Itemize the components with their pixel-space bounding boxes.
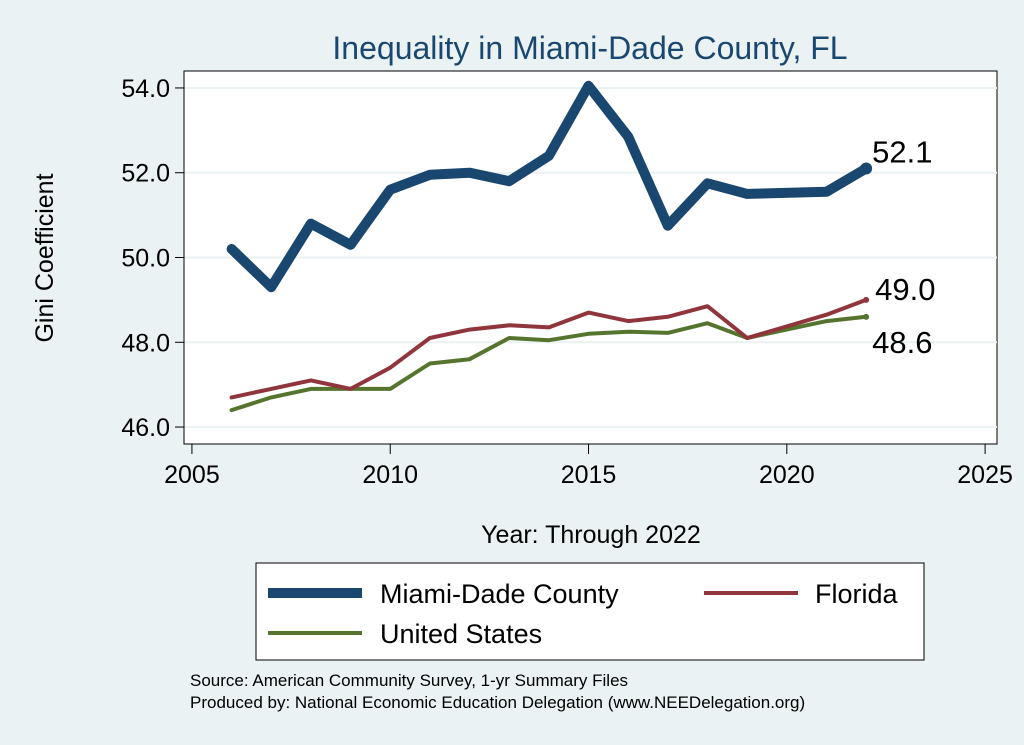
series-line-florida xyxy=(229,297,869,400)
end-label-miami-dade-county: 52.1 xyxy=(872,134,932,169)
end-labels: 52.1 49.0 48.6 xyxy=(872,134,935,359)
y-axis-title: Gini Coefficient xyxy=(31,173,59,342)
producer-note: Produced by: National Economic Education… xyxy=(190,693,805,712)
legend-label-miami-dade: Miami-Dade County xyxy=(380,579,619,609)
y-axis: 46.0 48.0 50.0 52.0 54.0 xyxy=(121,71,185,444)
y-tick-label: 50.0 xyxy=(121,245,170,273)
legend-label-florida: Florida xyxy=(815,579,899,609)
x-tick-label: 2005 xyxy=(164,461,220,489)
series-line-miami-dade-county xyxy=(226,80,872,293)
x-tick-label: 2015 xyxy=(561,461,617,489)
y-tick-label: 52.0 xyxy=(121,160,170,188)
series-endpoint-florida xyxy=(863,296,870,303)
legend-box xyxy=(255,562,925,661)
chart-title: Inequality in Miami-Dade County, FL xyxy=(332,30,847,66)
y-tick-label: 54.0 xyxy=(121,75,170,103)
x-tick-label: 2025 xyxy=(957,461,1013,489)
x-tick-label: 2010 xyxy=(362,461,418,489)
source-note: Source: American Community Survey, 1-yr … xyxy=(190,671,628,690)
x-axis: 2005 2010 2015 2020 2025 xyxy=(164,443,1013,489)
y-tick-label: 48.0 xyxy=(121,329,170,357)
series-lines xyxy=(226,80,873,413)
y-tick-label: 46.0 xyxy=(121,414,170,442)
end-label-united-states: 48.6 xyxy=(872,325,932,360)
legend-label-united-states: United States xyxy=(380,619,542,649)
series-endpoint-united-states xyxy=(863,313,870,320)
legend: Miami-Dade County Florida United States xyxy=(255,562,925,661)
x-axis-title: Year: Through 2022 xyxy=(481,521,701,549)
end-label-florida: 49.0 xyxy=(875,272,935,307)
series-line-united-states xyxy=(229,314,869,413)
series-endpoint-miami-dade-county xyxy=(860,162,873,175)
x-tick-label: 2020 xyxy=(759,461,815,489)
